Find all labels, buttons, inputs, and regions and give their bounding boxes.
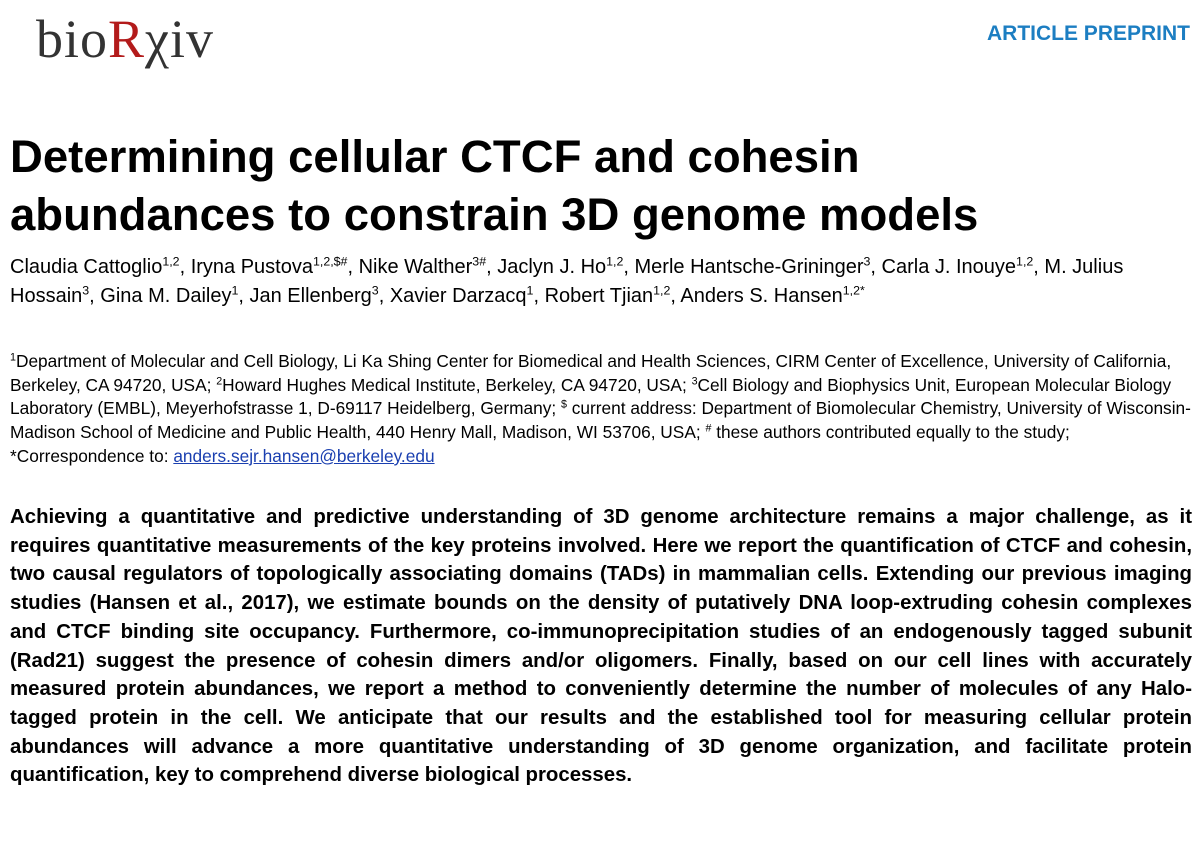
- affiliation-text: Cell Biology and Biophysics Unit, Europe…: [10, 374, 1172, 419]
- author-name: Merle Hantsche-Grininger: [634, 256, 864, 278]
- author-affiliation-mark: 1: [526, 283, 534, 298]
- author-separator: ,: [89, 285, 101, 307]
- author-affiliation-mark: 1,2: [606, 254, 624, 269]
- author-separator: ,: [870, 256, 882, 278]
- author-affiliation-mark: 3: [371, 283, 379, 298]
- author-affiliation-mark: 3: [82, 283, 90, 298]
- author-name: Nike Walther: [358, 256, 473, 278]
- author-name: Iryna Pustova: [190, 256, 313, 278]
- affiliation-mark: 2: [216, 375, 223, 388]
- author-name: Robert Tjian: [544, 285, 654, 307]
- title: Determining cellular CTCF and cohesin ab…: [10, 131, 979, 240]
- author-name: Jan Ellenberg: [249, 285, 372, 307]
- affiliation-mark: $: [561, 398, 567, 411]
- affiliation-text: current address: Department of Biomolecu…: [10, 398, 1191, 443]
- author-separator: ,: [1033, 256, 1045, 278]
- author-affiliation-mark: 1,2: [1016, 254, 1034, 269]
- author-separator: ,: [378, 285, 390, 307]
- author-name: Gina M. Dailey: [100, 285, 232, 307]
- author-affiliation-mark: 3: [863, 254, 871, 269]
- author-name: Jaclyn J. Ho: [497, 256, 607, 278]
- author-separator: ,: [623, 256, 635, 278]
- logo-part: bio: [36, 9, 109, 69]
- affiliation-text: Howard Hughes Medical Institute, Berkele…: [222, 374, 692, 395]
- logo-part: χiv: [145, 9, 215, 69]
- affiliation-text: Department of Molecular and Cell Biology…: [10, 351, 1172, 395]
- logo-part: R: [108, 9, 146, 69]
- preprint-label: ARTICLE PREPRINT: [986, 22, 1190, 45]
- abstract: Achieving a quantitative and predictive …: [10, 506, 1192, 787]
- author-affiliation-mark: 1: [231, 283, 239, 298]
- logo: bioRχiv: [36, 8, 214, 70]
- author-name: Carla J. Inouye: [881, 256, 1017, 278]
- affiliation-mark: 3: [691, 375, 698, 388]
- affiliation-mark: #: [705, 422, 712, 435]
- affiliation-mark: 1: [10, 351, 16, 364]
- author-separator: ,: [347, 256, 359, 278]
- author-affiliation-mark: 3#: [472, 254, 487, 269]
- author-affiliation-mark: 1,2*: [842, 283, 865, 298]
- author-separator: ,: [486, 256, 498, 278]
- author-name: M. Julius Hossain: [10, 256, 1124, 307]
- affiliation-text: these authors contributed equally to the…: [10, 422, 1070, 466]
- author-separator: ,: [238, 285, 250, 307]
- author-separator: ,: [670, 285, 681, 307]
- affiliations: 1Department of Molecular and Cell Biolog…: [10, 350, 1195, 469]
- author-separator: ,: [533, 285, 545, 307]
- author-name: Xavier Darzacq: [389, 285, 527, 307]
- author-name: Claudia Cattoglio: [10, 256, 163, 278]
- author-affiliation-mark: 1,2: [162, 254, 180, 269]
- authors: Claudia Cattoglio1,2, Iryna Pustova1,2,$…: [10, 253, 1190, 311]
- author-affiliation-mark: 1,2,$#: [312, 254, 348, 269]
- author-separator: ,: [179, 256, 191, 278]
- author-affiliation-mark: 1,2: [653, 283, 671, 298]
- author-name: Anders S. Hansen: [680, 285, 843, 307]
- email-link[interactable]: anders.sejr.hansen@berkeley.edu: [173, 445, 435, 466]
